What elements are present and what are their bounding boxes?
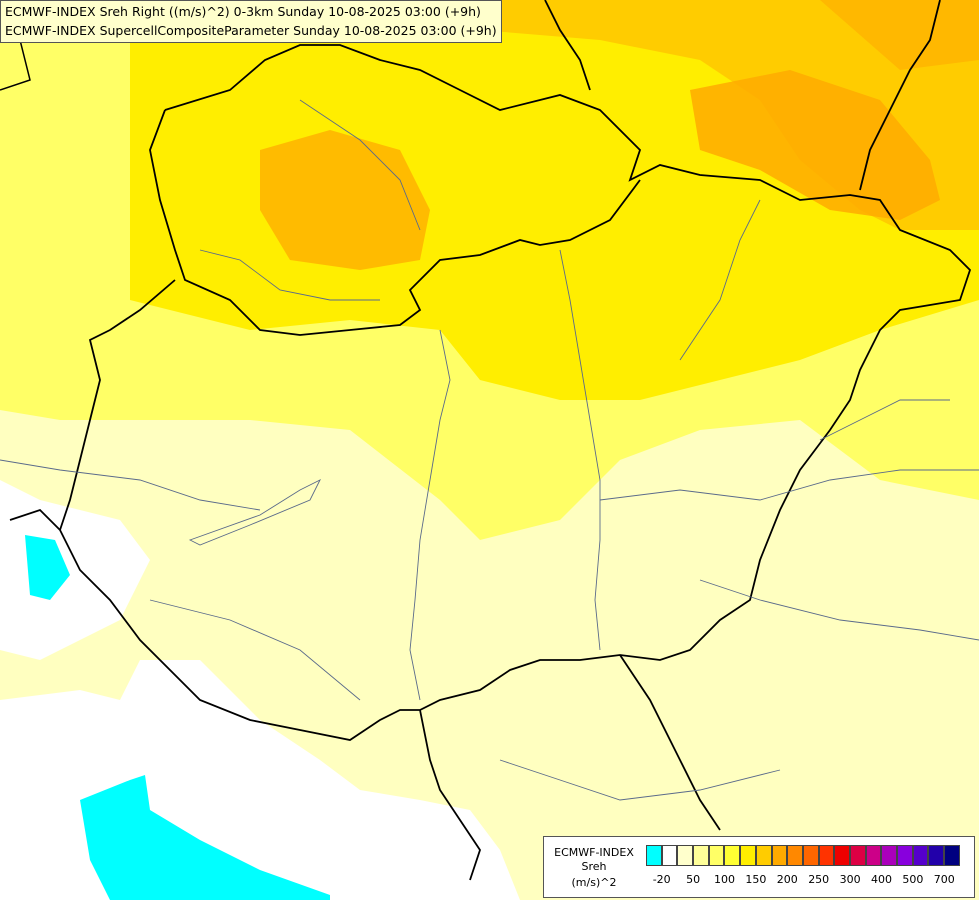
low-value-area-west <box>0 480 150 660</box>
colorbar-swatch <box>661 845 678 866</box>
river-tisza <box>559 249 601 651</box>
colorbar-swatch <box>865 845 882 866</box>
river-east <box>599 469 979 501</box>
colorbar-swatch <box>755 845 772 866</box>
colorbar-swatch <box>708 845 725 866</box>
colorbar-tick-label: 50 <box>686 873 701 886</box>
legend-title: ECMWF-INDEX <box>554 846 634 859</box>
colorbar-swatch <box>677 845 694 866</box>
colorbar-swatch <box>740 845 756 866</box>
colorbar-swatch <box>818 845 835 866</box>
sreh-negative-area-2 <box>80 775 330 900</box>
colorbar-swatch <box>771 845 788 866</box>
river-upper <box>299 99 421 231</box>
title-sreh: ECMWF-INDEX Sreh Right ((m/s)^2) 0-3km S… <box>5 4 481 19</box>
sreh-negative-area-1 <box>25 535 70 600</box>
colorbar-swatch <box>834 845 850 866</box>
colorbar-swatch <box>787 845 803 866</box>
colorbar-tick-label: 300 <box>839 873 861 886</box>
river-network <box>0 99 979 801</box>
colorbar-tick-label: 100 <box>714 873 735 886</box>
colorbar-swatch <box>802 845 819 866</box>
colorbar-tick-label: 250 <box>808 873 830 886</box>
sreh-orange-core-edge <box>820 0 979 70</box>
border-line-northeast <box>859 0 941 191</box>
border-line-main <box>9 44 972 741</box>
border-line-west <box>59 279 176 531</box>
sreh-orange-core-north <box>260 130 430 270</box>
colorbar-tick-label: -20 <box>652 873 671 886</box>
river-south <box>499 759 781 801</box>
colorbar-swatch <box>897 845 913 866</box>
river-east-upper <box>819 399 950 441</box>
map-title-box: ECMWF-INDEX Sreh Right ((m/s)^2) 0-3km S… <box>0 0 502 43</box>
title-scp: ECMWF-INDEX SupercellCompositeParameter … <box>5 23 497 38</box>
lake-balaton <box>188 478 322 546</box>
colorbar-tick-label: 150 <box>745 873 767 886</box>
border-line-south <box>419 709 481 881</box>
colorbar-swatch <box>849 845 866 866</box>
border-line-southeast <box>619 654 721 831</box>
legend-unit: (m/s)^2 <box>571 876 617 889</box>
colorbar <box>646 845 960 866</box>
colorbar-tick-label: 700 <box>933 873 955 886</box>
colorbar-tick-label: 400 <box>871 873 892 886</box>
colorbar-swatch <box>724 845 741 866</box>
colorbar-swatch <box>928 845 945 866</box>
river-drava <box>149 599 361 701</box>
river-danube <box>409 329 451 701</box>
colorbar-swatch <box>881 845 897 866</box>
river-southeast <box>699 579 979 641</box>
sreh-orange-core-northeast <box>690 70 940 220</box>
border-line-northwest <box>544 0 591 91</box>
river-west <box>0 459 261 511</box>
colorbar-legend: ECMWF-INDEX Sreh (m/s)^2 -20 50 100 150 200 2… <box>543 836 975 898</box>
colorbar-tick-label: 200 <box>776 873 798 886</box>
border-line-north <box>149 109 641 336</box>
colorbar-swatch <box>693 845 709 866</box>
colorbar-swatch <box>646 845 662 866</box>
sreh-orange-zone <box>200 0 979 230</box>
legend-variable: Sreh <box>581 860 607 873</box>
river-north <box>199 249 380 301</box>
colorbar-tick-label: 500 <box>902 873 924 886</box>
colorbar-swatch <box>944 845 960 866</box>
river-northeast <box>679 199 761 361</box>
colorbar-swatch <box>912 845 929 866</box>
